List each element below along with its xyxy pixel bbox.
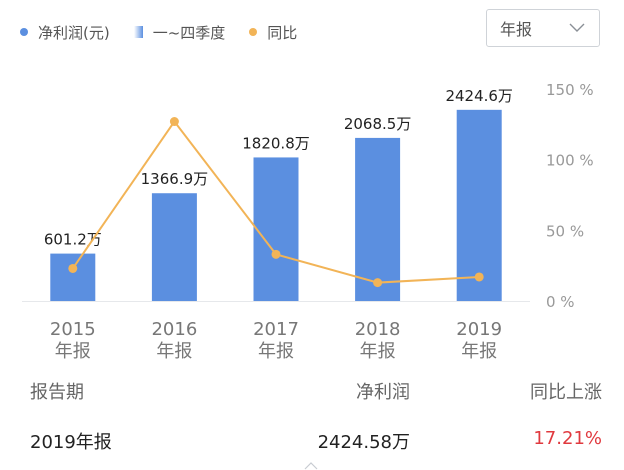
yoy-point-2019 <box>474 272 484 282</box>
x-tick-label: 2019 <box>456 319 502 340</box>
row-period: 2019年报 <box>30 432 112 453</box>
yoy-point-2018 <box>373 278 383 288</box>
legend-label-quarters: 一~四季度 <box>152 23 226 42</box>
bar-2015 <box>50 253 96 301</box>
header-yoy: 同比上涨 <box>530 382 602 403</box>
expand-hint-icon[interactable] <box>304 461 318 470</box>
x-tick-label: 年报 <box>258 341 294 362</box>
yoy-legend-marker <box>249 28 258 36</box>
x-tick-label: 年报 <box>461 341 497 362</box>
legend-item-net-profit[interactable]: 净利润(元) <box>20 22 110 43</box>
yoy-point-2016 <box>169 117 179 127</box>
yoy-point-2015 <box>68 263 78 273</box>
legend-item-quarters[interactable]: 一~四季度 <box>133 22 226 43</box>
quarters-legend-marker <box>133 26 143 38</box>
x-tick-label: 2016 <box>151 319 197 340</box>
bar-value-label: 2068.5万 <box>344 115 412 133</box>
bar-value-label: 601.2万 <box>44 231 102 249</box>
summary-table-header: 报告期 净利润 同比上涨 <box>0 378 624 406</box>
period-select-value: 年报 <box>500 20 533 39</box>
header-net-profit: 净利润 <box>356 382 410 403</box>
legend-label-yoy: 同比 <box>267 23 298 42</box>
period-select[interactable]: 年报 <box>486 9 600 47</box>
y-right-tick-label: 0 % <box>546 293 575 311</box>
bar-2019 <box>456 109 502 301</box>
legend-item-yoy[interactable]: 同比 <box>249 22 297 43</box>
x-tick-label: 2018 <box>355 319 401 340</box>
chart-legend: 净利润(元) 一~四季度 同比 <box>20 20 321 44</box>
x-tick-label: 年报 <box>156 341 192 362</box>
chevron-down-icon <box>569 23 585 32</box>
bar-value-label: 2424.6万 <box>445 87 513 105</box>
x-tick-label: 2017 <box>253 319 299 340</box>
bar-2018 <box>355 137 401 301</box>
net-profit-legend-marker <box>20 28 28 36</box>
bar-value-label: 1820.8万 <box>242 134 310 152</box>
bar-2016 <box>151 193 197 301</box>
x-tick-label: 2015 <box>50 319 96 340</box>
table-row: 2019年报 2424.58万 17.21% <box>0 428 624 456</box>
bar-value-label: 1366.9万 <box>141 170 209 188</box>
legend-label-net-profit: 净利润(元) <box>38 23 110 42</box>
row-yoy: 17.21% <box>533 428 602 449</box>
bar-2017 <box>253 157 299 301</box>
yoy-point-2017 <box>271 249 281 259</box>
x-tick-label: 年报 <box>360 341 396 362</box>
y-right-tick-label: 100 % <box>546 152 594 170</box>
x-tick-label: 年报 <box>55 341 91 362</box>
y-right-tick-label: 50 % <box>546 222 584 240</box>
profit-chart: 601.2万 1366.9万 1820.8万 2068.5万 2424.6万 150 % 1… <box>22 81 594 362</box>
header-period: 报告期 <box>30 382 84 403</box>
y-right-tick-label: 150 % <box>546 81 594 99</box>
row-net-profit: 2424.58万 <box>317 432 410 453</box>
